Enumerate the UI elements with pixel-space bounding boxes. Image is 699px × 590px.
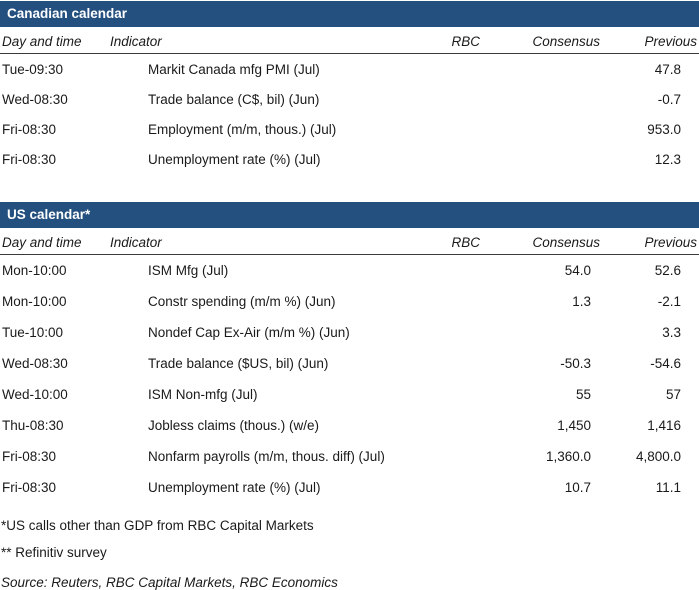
rbc-cell: [448, 255, 482, 287]
indicator-cell: Jobless claims (thous.) (w/e): [148, 418, 320, 433]
consensus-cell: [482, 84, 602, 114]
day-time-cell: Mon-10:00: [2, 263, 67, 278]
canadian-calendar-table: Day and time Indicator RBC Consensus Pre…: [0, 27, 699, 174]
table-row: Wed-08:30 Trade balance ($US, bil) (Jun) -…: [0, 348, 699, 379]
consensus-cell: [482, 317, 602, 348]
rbc-cell: [448, 286, 482, 317]
footnote-refinitiv-survey: ** Refinitiv survey: [1, 545, 107, 560]
previous-cell: 3.3: [662, 325, 681, 340]
indicator-cell: Trade balance (C$, bil) (Jun): [148, 91, 320, 107]
previous-cell: 47.8: [654, 61, 681, 77]
day-time-cell: Fri-08:30: [2, 121, 57, 137]
previous-cell: 11.1: [655, 480, 681, 495]
day-time-cell: Wed-08:30: [2, 356, 68, 371]
table-row: Fri-08:30 Unemployment rate (%) (Jul) 12.3: [0, 144, 699, 174]
previous-cell: -2.1: [657, 294, 681, 309]
us-calendar-table: Day and time Indicator RBC Consensus Pre…: [0, 228, 699, 503]
rbc-cell: [448, 54, 482, 85]
column-header-previous: Previous: [602, 228, 699, 255]
previous-cell: 4,800.0: [635, 449, 681, 464]
us-calendar-section: US calendar* Day and time Indicator RBC …: [0, 202, 699, 503]
previous-cell: 1,416: [647, 418, 681, 433]
consensus-cell: 54.0: [564, 263, 591, 278]
column-header-previous: Previous: [602, 27, 699, 54]
column-header-indicator: Indicator: [108, 228, 448, 255]
us-calendar-title-bar: US calendar*: [0, 202, 699, 228]
table-row: Fri-08:30 Employment (m/m, thous.) (Jul) 9…: [0, 114, 699, 144]
previous-cell: -0.7: [657, 91, 681, 107]
indicator-cell: Unemployment rate (%) (Jul): [148, 151, 321, 167]
column-header-indicator: Indicator: [108, 27, 448, 54]
column-header-consensus: Consensus: [482, 27, 602, 54]
rbc-cell: [448, 472, 482, 503]
day-time-cell: Tue-09:30: [2, 61, 64, 77]
indicator-cell: Nondef Cap Ex-Air (m/m %) (Jun): [148, 325, 350, 340]
indicator-cell: Constr spending (m/m %) (Jun): [148, 294, 336, 309]
indicator-cell: Trade balance ($US, bil) (Jun): [148, 356, 329, 371]
table-row: Fri-08:30 Nonfarm payrolls (m/m, thous. d…: [0, 441, 699, 472]
indicator-cell: Nonfarm payrolls (m/m, thous. diff) (Jul…: [148, 449, 385, 464]
previous-cell: 57: [665, 387, 681, 402]
table-row: Wed-10:00 ISM Non-mfg (Jul) 55 57: [0, 379, 699, 410]
column-header-day-and-time: Day and time: [0, 228, 108, 255]
source-line: Source: Reuters, RBC Capital Markets, RB…: [1, 575, 338, 590]
table-row: Mon-10:00 ISM Mfg (Jul) 54.0 52.6: [0, 255, 699, 287]
consensus-cell: 55: [575, 387, 591, 402]
previous-cell: 52.6: [654, 263, 681, 278]
table-row: Wed-08:30 Trade balance (C$, bil) (Jun) -0…: [0, 84, 699, 114]
rbc-cell: [448, 317, 482, 348]
rbc-cell: [448, 348, 482, 379]
rbc-cell: [448, 114, 482, 144]
table-row: Fri-08:30 Unemployment rate (%) (Jul) 10.7…: [0, 472, 699, 503]
previous-cell: 12.3: [654, 151, 681, 167]
consensus-cell: 10.7: [564, 480, 591, 495]
consensus-cell: [482, 144, 602, 174]
column-header-rbc: RBC: [448, 27, 482, 54]
previous-cell: -54.6: [650, 356, 681, 371]
canadian-calendar-title-bar: Canadian calendar: [0, 1, 699, 27]
canadian-calendar-section: Canadian calendar Day and time Indicator…: [0, 1, 699, 174]
column-header-rbc: RBC: [448, 228, 482, 255]
column-header-day-and-time: Day and time: [0, 27, 108, 54]
consensus-cell: 1,360.0: [545, 449, 591, 464]
day-time-cell: Wed-08:30: [2, 91, 68, 107]
footnote-us-calls: *US calls other than GDP from RBC Capita…: [1, 518, 314, 533]
indicator-cell: ISM Mfg (Jul): [148, 263, 229, 278]
indicator-cell: ISM Non-mfg (Jul): [148, 387, 258, 402]
consensus-cell: 1.3: [572, 294, 591, 309]
indicator-cell: Markit Canada mfg PMI (Jul): [148, 61, 320, 77]
consensus-cell: 1,450: [557, 418, 591, 433]
footnotes: *US calls other than GDP from RBC Capita…: [0, 518, 699, 560]
day-time-cell: Fri-08:30: [2, 480, 57, 495]
rbc-cell: [448, 144, 482, 174]
previous-cell: 953.0: [647, 121, 681, 137]
column-header-consensus: Consensus: [482, 228, 602, 255]
rbc-cell: [448, 441, 482, 472]
day-time-cell: Fri-08:30: [2, 449, 57, 464]
rbc-cell: [448, 84, 482, 114]
table-row: Mon-10:00 Constr spending (m/m %) (Jun) 1.…: [0, 286, 699, 317]
column-header-row: Day and time Indicator RBC Consensus Pre…: [0, 228, 699, 255]
rbc-cell: [448, 379, 482, 410]
day-time-cell: Mon-10:00: [2, 294, 67, 309]
table-row: Tue-10:00 Nondef Cap Ex-Air (m/m %) (Jun)…: [0, 317, 699, 348]
rbc-cell: [448, 410, 482, 441]
consensus-cell: -50.3: [560, 356, 591, 371]
day-time-cell: Thu-08:30: [2, 418, 64, 433]
column-header-row: Day and time Indicator RBC Consensus Pre…: [0, 27, 699, 54]
indicator-cell: Employment (m/m, thous.) (Jul): [148, 121, 337, 137]
day-time-cell: Tue-10:00: [2, 325, 64, 340]
consensus-cell: [482, 54, 602, 85]
table-row: Thu-08:30 Jobless claims (thous.) (w/e) 1,…: [0, 410, 699, 441]
indicator-cell: Unemployment rate (%) (Jul): [148, 480, 321, 495]
day-time-cell: Wed-10:00: [2, 387, 68, 402]
table-row: Tue-09:30 Markit Canada mfg PMI (Jul) 47.8: [0, 54, 699, 85]
consensus-cell: [482, 114, 602, 144]
day-time-cell: Fri-08:30: [2, 151, 57, 167]
